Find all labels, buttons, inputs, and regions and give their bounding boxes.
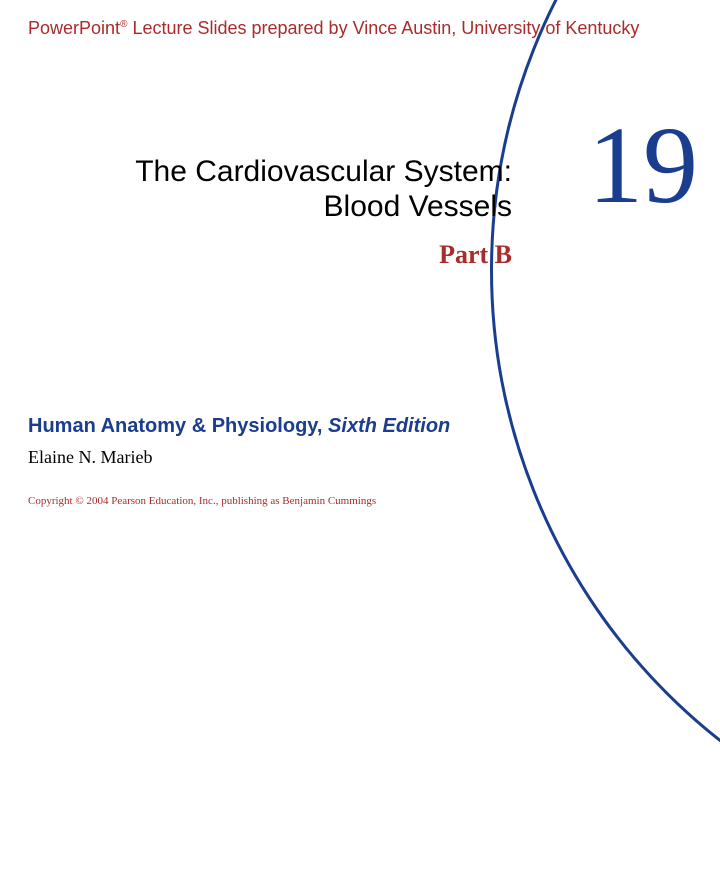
header-credit: PowerPoint® Lecture Slides prepared by V… [28,18,639,39]
author-name: Elaine N. Marieb [28,447,152,468]
copyright-line: Copyright © 2004 Pearson Education, Inc.… [28,495,376,507]
chapter-title: The Cardiovascular System: Blood Vessels [52,155,512,224]
part-label: Part B [52,240,512,270]
book-edition: Sixth Edition [328,415,450,437]
header-prefix: PowerPoint [28,18,120,38]
book-title-text: Human Anatomy & Physiology, [28,415,328,437]
book-title: Human Anatomy & Physiology, Sixth Editio… [28,415,450,438]
title-line-2: Blood Vessels [52,190,512,225]
title-line-1: The Cardiovascular System: [52,155,512,190]
header-rest: Lecture Slides prepared by Vince Austin,… [127,18,639,38]
chapter-number: 19 [588,110,698,220]
